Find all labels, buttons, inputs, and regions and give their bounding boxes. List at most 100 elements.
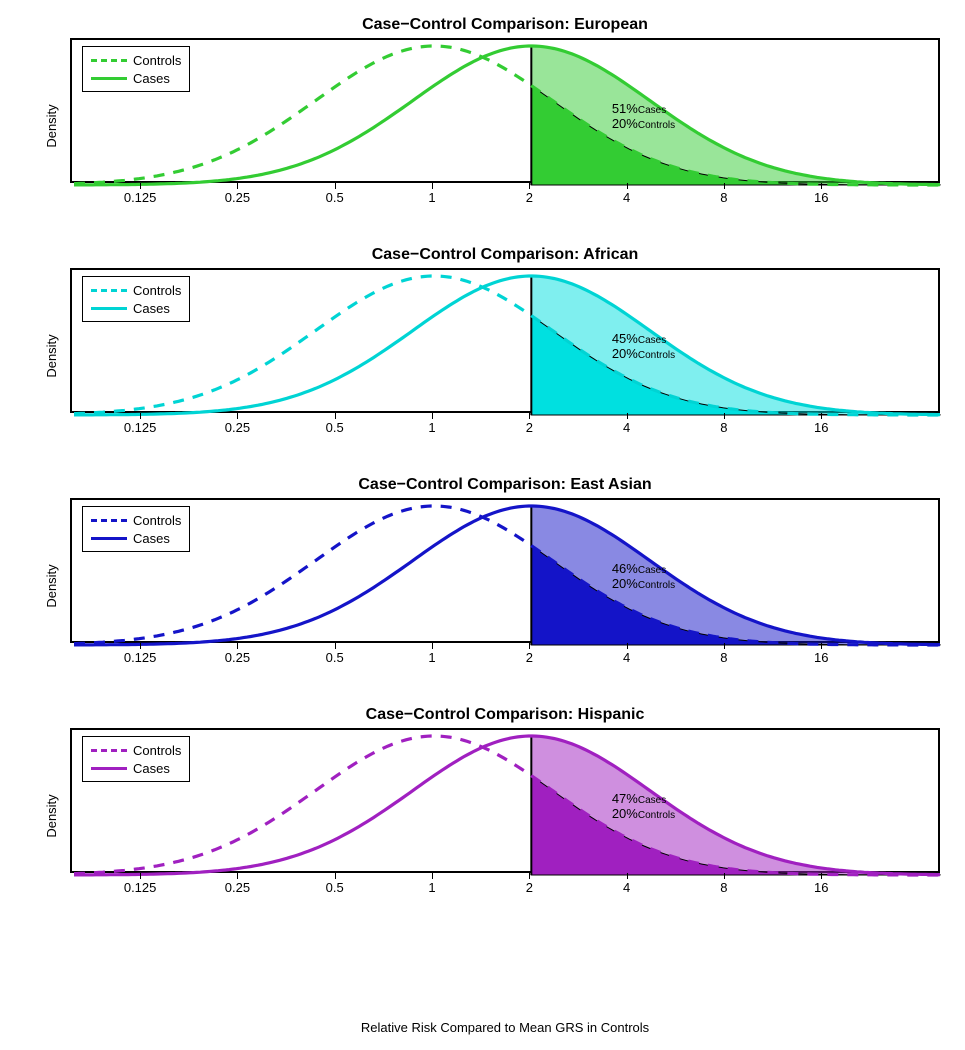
cases-pct-label: 51%Cases bbox=[612, 101, 666, 116]
x-tick-label: 2 bbox=[526, 190, 533, 205]
x-tick-label: 0.125 bbox=[124, 190, 157, 205]
x-tick bbox=[724, 643, 725, 649]
x-tick-label: 4 bbox=[623, 650, 630, 665]
legend-swatch-cases bbox=[91, 537, 127, 540]
density-svg bbox=[74, 270, 944, 417]
x-tick bbox=[821, 643, 822, 649]
controls-curve bbox=[74, 506, 940, 645]
legend-row-controls: Controls bbox=[91, 511, 181, 529]
controls-curve bbox=[74, 46, 940, 185]
x-tick-label: 0.5 bbox=[326, 650, 344, 665]
legend-label-controls: Controls bbox=[133, 513, 181, 528]
x-tick bbox=[724, 873, 725, 879]
x-tick-label: 1 bbox=[428, 880, 435, 895]
cases-curve bbox=[74, 506, 940, 645]
panel-title: Case−Control Comparison: African bbox=[70, 246, 940, 264]
x-tick bbox=[237, 873, 238, 879]
legend: Controls Cases bbox=[82, 276, 190, 322]
x-tick bbox=[724, 183, 725, 189]
x-tick-label: 1 bbox=[428, 650, 435, 665]
panel-title: Case−Control Comparison: European bbox=[70, 16, 940, 34]
legend-label-cases: Cases bbox=[133, 531, 170, 546]
x-tick-label: 16 bbox=[814, 190, 828, 205]
x-tick-label: 0.5 bbox=[326, 880, 344, 895]
legend: Controls Cases bbox=[82, 736, 190, 782]
controls-pct-label: 20%Controls bbox=[612, 576, 675, 591]
x-tick bbox=[140, 183, 141, 189]
legend-swatch-cases bbox=[91, 77, 127, 80]
legend-label-controls: Controls bbox=[133, 283, 181, 298]
x-tick-label: 0.25 bbox=[225, 190, 250, 205]
x-tick-label: 4 bbox=[623, 420, 630, 435]
x-tick-label: 8 bbox=[720, 190, 727, 205]
x-tick bbox=[627, 413, 628, 419]
legend-label-controls: Controls bbox=[133, 53, 181, 68]
legend-label-cases: Cases bbox=[133, 301, 170, 316]
y-axis-label: Density bbox=[44, 334, 59, 377]
density-svg bbox=[74, 730, 944, 877]
legend-swatch-controls bbox=[91, 59, 127, 62]
x-tick bbox=[432, 873, 433, 879]
panel-title: Case−Control Comparison: Hispanic bbox=[70, 706, 940, 724]
x-axis-label: Relative Risk Compared to Mean GRS in Co… bbox=[70, 1020, 940, 1035]
panel-eastasian: Case−Control Comparison: East AsianDensi… bbox=[70, 498, 940, 673]
x-tick-label: 8 bbox=[720, 880, 727, 895]
panel-hispanic: Case−Control Comparison: HispanicDensity… bbox=[70, 728, 940, 903]
x-tick bbox=[432, 413, 433, 419]
controls-pct-label: 20%Controls bbox=[612, 116, 675, 131]
x-tick-label: 4 bbox=[623, 190, 630, 205]
cases-curve bbox=[74, 276, 940, 415]
cases-curve bbox=[74, 736, 940, 875]
x-tick-label: 0.125 bbox=[124, 420, 157, 435]
legend-row-controls: Controls bbox=[91, 741, 181, 759]
x-tick-label: 8 bbox=[720, 650, 727, 665]
legend: ControlsCases bbox=[82, 46, 190, 92]
density-svg bbox=[74, 40, 944, 187]
legend-row-cases: Cases bbox=[91, 759, 181, 777]
x-tick-label: 0.25 bbox=[225, 880, 250, 895]
x-tick bbox=[140, 413, 141, 419]
x-tick-label: 2 bbox=[526, 420, 533, 435]
x-tick-label: 16 bbox=[814, 650, 828, 665]
x-tick bbox=[627, 183, 628, 189]
x-tick bbox=[821, 413, 822, 419]
plot-area: Controls Cases 45%Cases20%Controls bbox=[70, 268, 940, 413]
x-tick bbox=[529, 183, 530, 189]
x-tick-label: 1 bbox=[428, 420, 435, 435]
x-tick-label: 16 bbox=[814, 880, 828, 895]
x-tick-label: 0.125 bbox=[124, 650, 157, 665]
x-tick bbox=[529, 873, 530, 879]
legend-row-cases: Cases bbox=[91, 69, 181, 87]
x-tick bbox=[432, 643, 433, 649]
legend-label-cases: Cases bbox=[133, 761, 170, 776]
figure-root: Case−Control Comparison: European Density… bbox=[10, 10, 955, 1040]
x-tick bbox=[529, 643, 530, 649]
x-tick bbox=[529, 413, 530, 419]
panel-african: Case−Control Comparison: AfricanDensityC… bbox=[70, 268, 940, 443]
controls-pct-label: 20%Controls bbox=[612, 346, 675, 361]
panel-title: Case−Control Comparison: East Asian bbox=[70, 476, 940, 494]
x-tick-label: 8 bbox=[720, 420, 727, 435]
x-tick-label: 0.5 bbox=[326, 190, 344, 205]
y-axis-label: Density bbox=[44, 564, 59, 607]
cases-curve bbox=[74, 46, 940, 185]
x-tick-label: 0.5 bbox=[326, 420, 344, 435]
x-tick bbox=[821, 873, 822, 879]
x-tick bbox=[432, 183, 433, 189]
panel-european: Case−Control Comparison: EuropeanDensity… bbox=[70, 38, 940, 213]
plot-area: ControlsCases46%Cases20%Controls bbox=[70, 498, 940, 643]
controls-curve bbox=[74, 736, 940, 875]
x-tick bbox=[335, 413, 336, 419]
legend-swatch-controls bbox=[91, 749, 127, 752]
density-svg bbox=[74, 500, 944, 647]
cases-pct-label: 45%Cases bbox=[612, 331, 666, 346]
x-tick bbox=[627, 643, 628, 649]
legend-swatch-controls bbox=[91, 289, 127, 292]
x-tick bbox=[237, 413, 238, 419]
legend-swatch-controls bbox=[91, 519, 127, 522]
legend-row-cases: Cases bbox=[91, 529, 181, 547]
x-tick-label: 0.25 bbox=[225, 650, 250, 665]
x-tick-label: 2 bbox=[526, 650, 533, 665]
x-tick bbox=[237, 183, 238, 189]
plot-area: ControlsCases 51%Cases20%Controls bbox=[70, 38, 940, 183]
